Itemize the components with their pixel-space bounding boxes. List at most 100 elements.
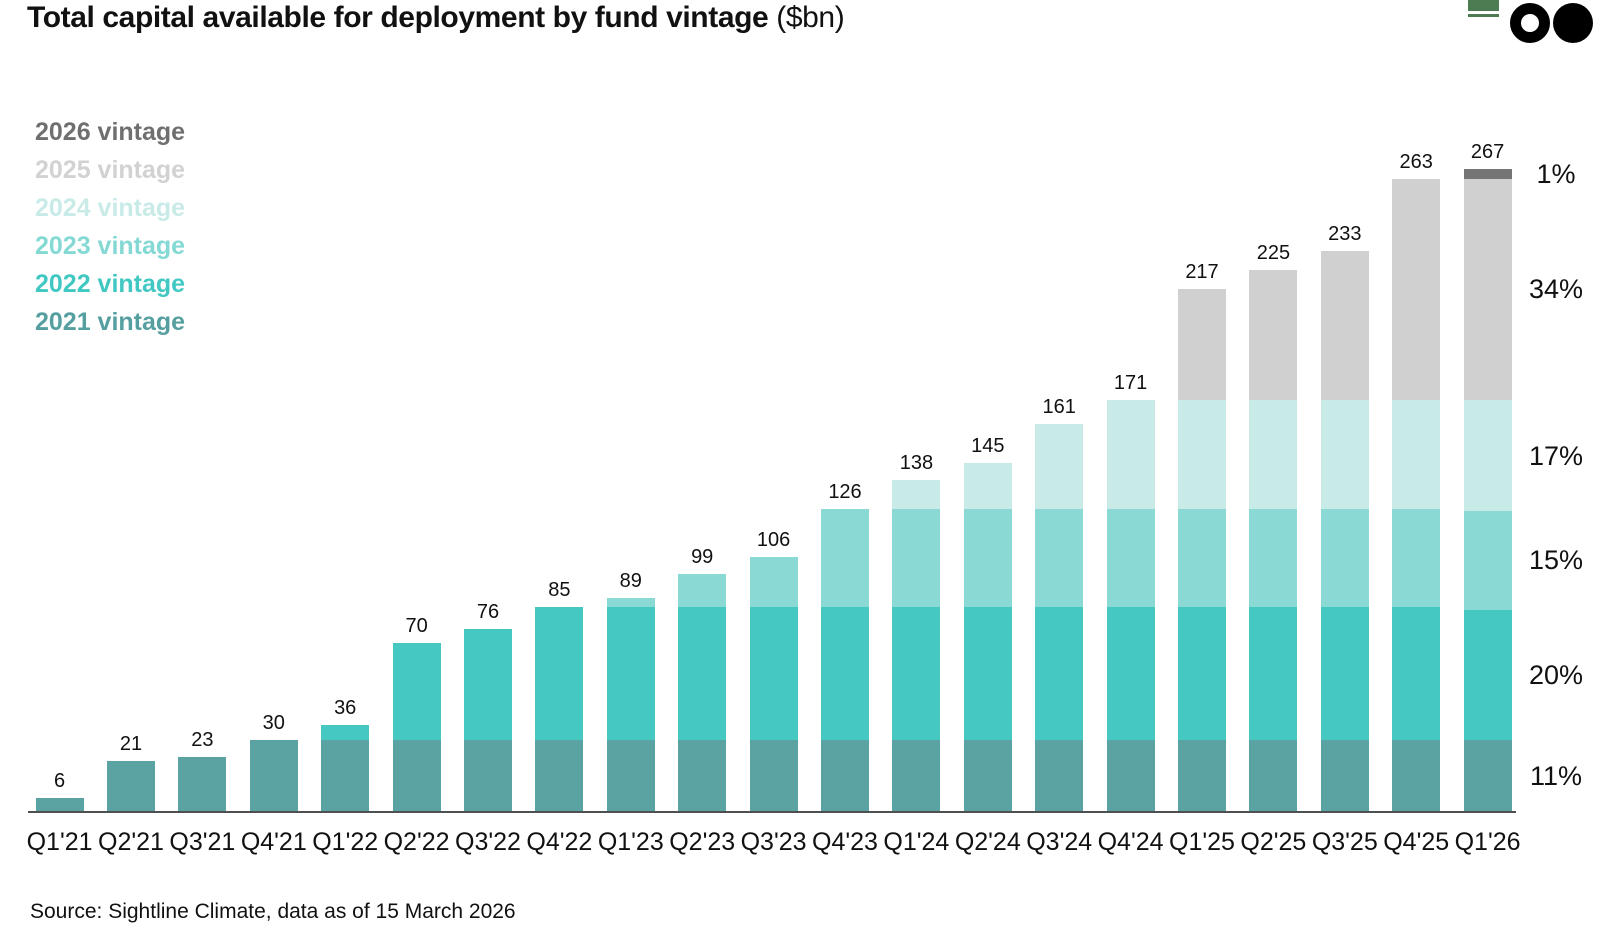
bar-segment-2021-Q1'21 xyxy=(35,797,84,812)
bar-value-label-Q2'24: 145 xyxy=(971,434,1005,457)
percent-label-2023: 15% xyxy=(1528,545,1584,576)
bar-segment-2025-Q1'26 xyxy=(1463,178,1512,401)
bar-value-label-Q1'26: 267 xyxy=(1470,141,1505,164)
bar-segment-2022-Q4'25 xyxy=(1392,607,1441,740)
bar-segment-2021-Q4'24 xyxy=(1106,739,1155,812)
bar-segment-2023-Q3'24 xyxy=(1035,508,1084,608)
x-axis-label-Q1'26: Q1'26 xyxy=(1454,828,1521,856)
bar-segment-2025-Q1'25 xyxy=(1178,289,1226,401)
bar-segment-2022-Q4'23 xyxy=(821,607,869,740)
bar-segment-2021-Q3'22 xyxy=(464,739,512,812)
x-axis-label-Q1'25: Q1'25 xyxy=(1169,828,1235,856)
bar-value-label-Q4'21: 30 xyxy=(262,711,285,734)
bar-segment-2021-Q3'24 xyxy=(1035,739,1084,812)
percent-label-2025: 34% xyxy=(1528,274,1584,305)
bar-segment-2024-Q3'24 xyxy=(1035,424,1084,509)
bar-segment-2021-Q4'25 xyxy=(1392,739,1441,812)
legend-item-2024: 2024 vintage xyxy=(35,194,186,222)
bar-value-label-Q3'25: 233 xyxy=(1328,222,1362,245)
x-axis-label-Q4'21: Q4'21 xyxy=(240,828,307,856)
bar-segment-2023-Q1'24 xyxy=(892,508,941,608)
bar-segment-2023-Q3'23 xyxy=(749,556,798,608)
bar-segment-2024-Q3'25 xyxy=(1320,400,1369,509)
bar-value-label-Q2'22: 70 xyxy=(405,615,428,638)
page-title-unit: ($bn) xyxy=(776,1,845,34)
percent-label-2024: 17% xyxy=(1528,440,1584,471)
bar-value-label-Q3'23: 106 xyxy=(756,528,791,551)
legend-item-2021: 2021 vintage xyxy=(35,308,186,336)
bar-segment-2022-Q2'23 xyxy=(678,607,727,740)
bar-segment-2022-Q3'24 xyxy=(1035,607,1084,740)
bar-segment-2021-Q1'22 xyxy=(321,739,370,812)
bar-segment-2021-Q2'25 xyxy=(1249,739,1298,812)
brand-ring-icon xyxy=(1510,3,1550,43)
x-axis-label-Q2'23: Q2'23 xyxy=(669,828,736,856)
legend-item-2022: 2022 vintage xyxy=(35,270,186,298)
x-axis-label-Q2'25: Q2'25 xyxy=(1240,828,1307,856)
bar-value-label-Q1'23: 89 xyxy=(619,569,642,592)
bar-value-label-Q3'24: 161 xyxy=(1042,396,1076,419)
bar-value-label-Q4'22: 85 xyxy=(548,579,571,602)
x-axis-label-Q4'23: Q4'23 xyxy=(812,828,878,856)
x-axis-label-Q2'22: Q2'22 xyxy=(383,828,450,856)
bar-segment-2024-Q1'24 xyxy=(892,479,941,509)
bar-value-label-Q1'25: 217 xyxy=(1185,261,1219,284)
bar-segment-2023-Q1'26 xyxy=(1463,511,1512,610)
bar-segment-2021-Q3'25 xyxy=(1320,739,1369,812)
bar-segment-2024-Q4'24 xyxy=(1106,400,1155,509)
bar-segment-2023-Q2'23 xyxy=(678,573,727,608)
percent-label-2026: 1% xyxy=(1536,158,1576,189)
bar-value-label-Q3'22: 76 xyxy=(476,600,500,623)
bar-segment-2022-Q3'23 xyxy=(749,607,798,740)
bar-segment-2021-Q4'23 xyxy=(821,739,869,812)
source-note: Source: Sightline Climate, data as of 15… xyxy=(30,900,516,923)
x-axis-label-Q4'25: Q4'25 xyxy=(1383,828,1450,856)
page-title-main: Total capital available for deployment b… xyxy=(27,1,769,34)
bar-segment-2024-Q4'25 xyxy=(1392,400,1441,509)
x-axis-label-Q3'22: Q3'22 xyxy=(455,828,521,856)
bar-segment-2022-Q4'22 xyxy=(535,607,584,740)
bar-segment-2021-Q1'24 xyxy=(892,739,941,812)
bar-segment-2024-Q1'26 xyxy=(1463,400,1512,511)
bar-segment-2024-Q2'24 xyxy=(963,462,1012,509)
bar-segment-2023-Q1'25 xyxy=(1178,508,1226,608)
bar-segment-2022-Q3'25 xyxy=(1320,607,1369,740)
x-axis-label-Q1'22: Q1'22 xyxy=(312,828,379,856)
page-title: Total capital available for deployment b… xyxy=(27,1,845,35)
bar-value-label-Q1'24: 138 xyxy=(899,451,934,474)
x-axis-label-Q2'21: Q2'21 xyxy=(98,828,164,856)
bar-segment-2021-Q3'23 xyxy=(749,739,798,812)
bar-segment-2021-Q2'22 xyxy=(392,739,441,812)
bar-segment-2021-Q1'26 xyxy=(1463,739,1512,812)
x-axis-label-Q3'23: Q3'23 xyxy=(740,828,807,856)
x-axis-label-Q3'24: Q3'24 xyxy=(1026,828,1093,856)
x-axis-label-Q4'24: Q4'24 xyxy=(1097,828,1164,856)
bar-segment-2021-Q2'21 xyxy=(107,761,155,812)
bar-value-label-Q1'21: 6 xyxy=(54,769,66,792)
legend-item-2026: 2026 vintage xyxy=(35,118,186,146)
bar-segment-2025-Q3'25 xyxy=(1320,250,1369,401)
x-axis-label-Q3'25: Q3'25 xyxy=(1311,828,1378,856)
x-axis-label-Q3'21: Q3'21 xyxy=(169,828,236,856)
bar-value-label-Q3'21: 23 xyxy=(191,728,214,751)
bar-segment-2022-Q2'22 xyxy=(392,643,441,740)
bar-segment-2021-Q4'21 xyxy=(249,739,298,812)
bar-segment-2023-Q1'23 xyxy=(606,597,655,608)
bar-segment-2023-Q2'25 xyxy=(1249,508,1298,608)
bar-value-label-Q2'23: 99 xyxy=(691,545,714,568)
x-axis-label-Q1'23: Q1'23 xyxy=(597,828,664,856)
brand-dot-icon xyxy=(1553,3,1593,43)
bar-value-label-Q4'25: 263 xyxy=(1399,150,1433,173)
x-axis-label-Q1'24: Q1'24 xyxy=(883,828,950,856)
bar-value-label-Q4'23: 126 xyxy=(828,480,862,503)
bar-segment-2021-Q1'23 xyxy=(606,739,655,812)
x-axis-label-Q2'24: Q2'24 xyxy=(954,828,1021,856)
percent-label-2021: 11% xyxy=(1529,760,1583,791)
bar-segment-2022-Q2'25 xyxy=(1249,607,1298,740)
bar-value-label-Q2'25: 225 xyxy=(1256,242,1291,265)
bar-segment-2021-Q4'22 xyxy=(535,739,584,812)
bar-segment-2022-Q1'25 xyxy=(1178,607,1226,740)
bar-segment-2023-Q4'23 xyxy=(821,508,869,608)
percent-label-2022: 20% xyxy=(1528,659,1584,690)
